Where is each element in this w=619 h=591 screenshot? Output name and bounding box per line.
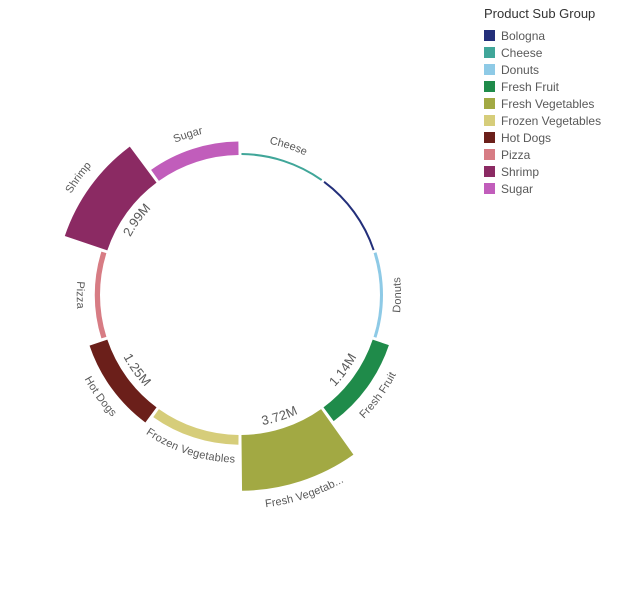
legend-swatch — [484, 64, 495, 75]
legend-item[interactable]: Donuts — [484, 61, 614, 78]
legend-swatch — [484, 47, 495, 58]
legend-item-label: Bologna — [501, 29, 545, 43]
legend-item[interactable]: Sugar — [484, 180, 614, 197]
slice-outer-label: Cheese — [269, 135, 309, 158]
legend-item-label: Pizza — [501, 148, 530, 162]
legend-item[interactable]: Hot Dogs — [484, 129, 614, 146]
chart-container: CheeseDonutsFresh Fruit1.14MFresh Vegeta… — [0, 0, 619, 591]
chart-slice[interactable] — [241, 153, 322, 181]
legend-items: Bologna Cheese Donuts Fresh Fruit Fresh Vege… — [484, 27, 614, 197]
legend-swatch — [484, 81, 495, 92]
legend-swatch — [484, 183, 495, 194]
chart-slice[interactable] — [323, 181, 374, 250]
legend-title: Product Sub Group — [484, 6, 614, 21]
chart-slice[interactable] — [151, 142, 238, 181]
legend-item[interactable]: Frozen Vegetables — [484, 112, 614, 129]
legend-item-label: Fresh Vegetables — [501, 97, 594, 111]
slice-outer-label: Sugar — [172, 125, 204, 146]
legend-swatch — [484, 149, 495, 160]
legend-swatch — [484, 30, 495, 41]
legend-swatch — [484, 98, 495, 109]
legend-item[interactable]: Fresh Fruit — [484, 78, 614, 95]
legend-item[interactable]: Fresh Vegetables — [484, 95, 614, 112]
legend-swatch — [484, 166, 495, 177]
legend-item[interactable]: Shrimp — [484, 163, 614, 180]
chart-slice[interactable] — [65, 147, 157, 251]
slice-outer-label: Pizza — [74, 281, 87, 310]
legend-swatch — [484, 115, 495, 126]
legend-item[interactable]: Pizza — [484, 146, 614, 163]
slice-value-label: 3.72M — [260, 403, 299, 428]
legend-item-label: Shrimp — [501, 165, 539, 179]
legend-item-label: Hot Dogs — [501, 131, 551, 145]
legend: Product Sub Group Bologna Cheese Donuts Fre… — [484, 6, 614, 197]
legend-item-label: Donuts — [501, 63, 539, 77]
legend-item-label: Fresh Fruit — [501, 80, 559, 94]
legend-item[interactable]: Cheese — [484, 44, 614, 61]
radial-chart-svg: CheeseDonutsFresh Fruit1.14MFresh Vegeta… — [0, 0, 480, 591]
chart-slice[interactable] — [374, 252, 383, 338]
legend-item-label: Sugar — [501, 182, 533, 196]
slice-outer-label: Donuts — [391, 276, 404, 313]
legend-item-label: Frozen Vegetables — [501, 114, 601, 128]
legend-swatch — [484, 132, 495, 143]
radial-chart-area: CheeseDonutsFresh Fruit1.14MFresh Vegeta… — [0, 0, 480, 591]
legend-item-label: Cheese — [501, 46, 542, 60]
chart-slice[interactable] — [95, 252, 107, 339]
legend-item[interactable]: Bologna — [484, 27, 614, 44]
